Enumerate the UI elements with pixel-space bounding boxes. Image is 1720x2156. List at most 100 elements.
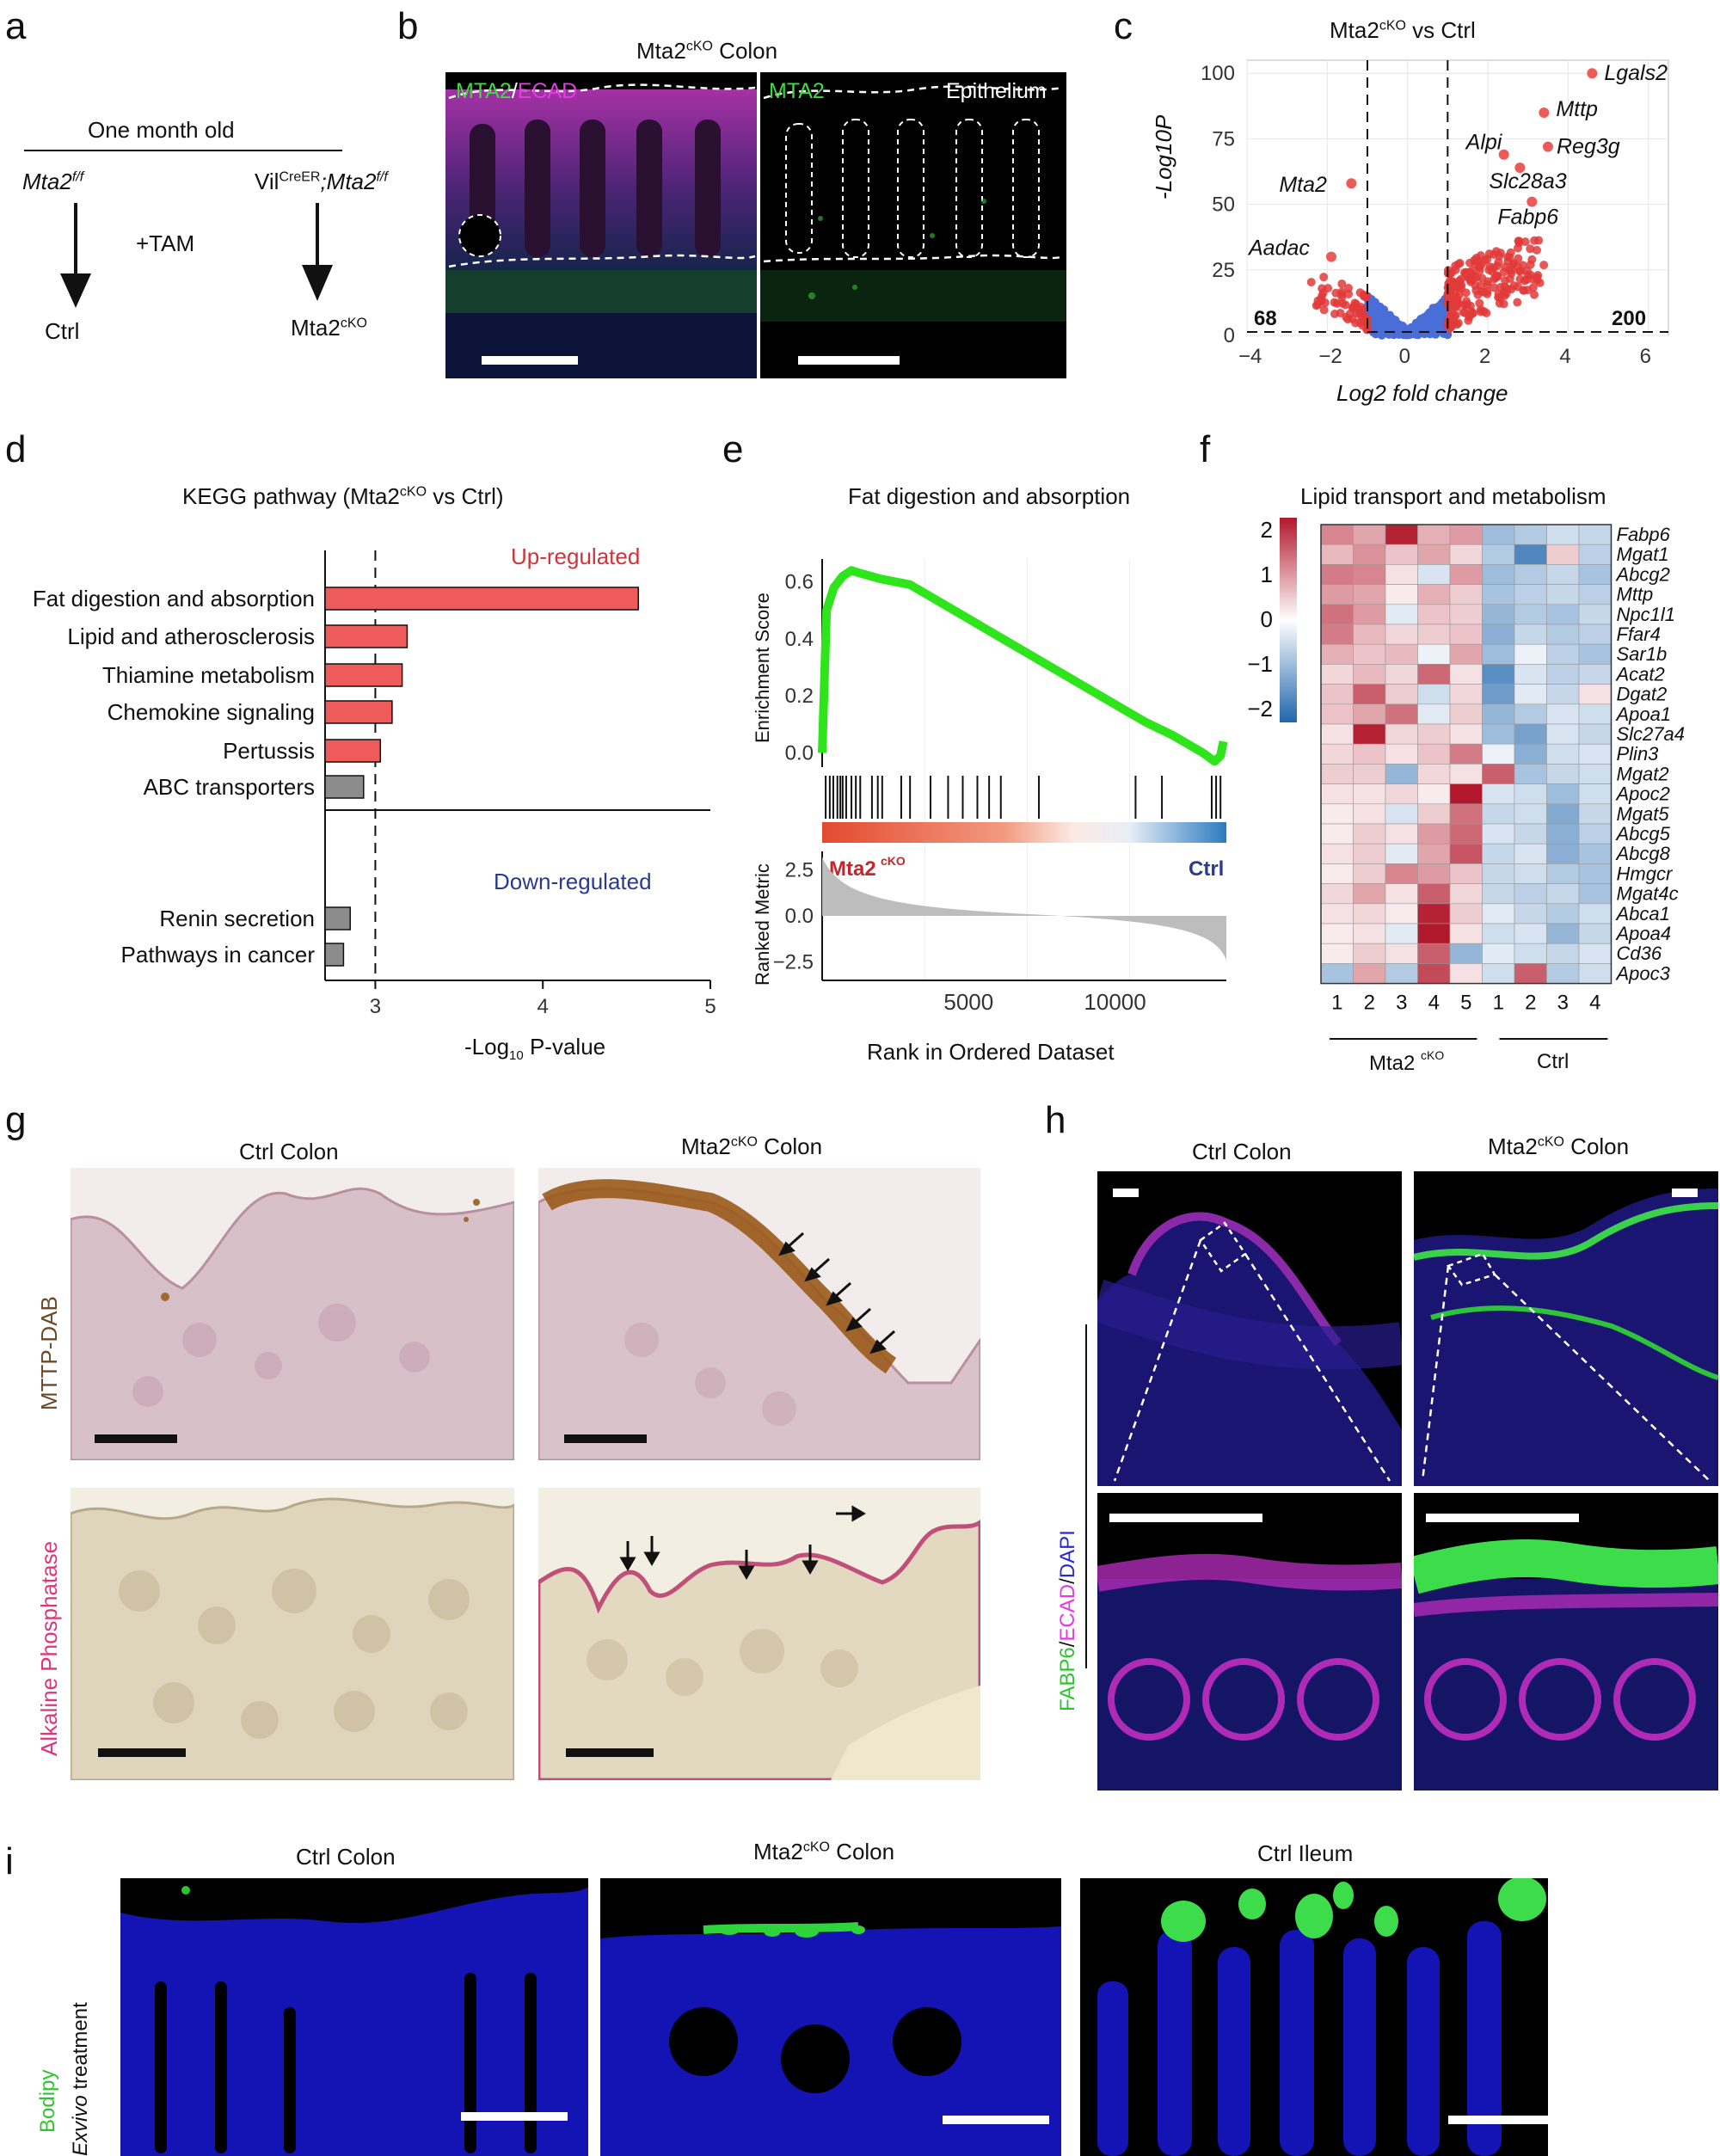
heatmap-border (1320, 524, 1612, 985)
kegg-bar (324, 663, 403, 687)
heatmap-cell (1417, 903, 1451, 924)
heatmap-cell (1514, 604, 1547, 625)
e-title: Fat digestion and absorption (848, 483, 1131, 509)
gsea-xtick: 5000 (943, 989, 993, 1015)
i-ctrl-ileum-image (1080, 1878, 1548, 2156)
heatmap-group-cko-sup: cKO (1421, 1048, 1444, 1062)
heatmap-cell (1578, 684, 1612, 705)
heatmap-gene-label: Ffar4 (1617, 623, 1661, 645)
heatmap-cell (1514, 803, 1547, 825)
volcano-point-sig (1453, 298, 1463, 308)
heatmap-cell (1320, 703, 1354, 725)
kegg-bar (324, 624, 408, 648)
i-side-label-2: Exvivo treatment (69, 2002, 92, 2156)
heatmap-cell (1546, 604, 1580, 625)
gsea-rank-colorbar (822, 822, 1226, 843)
volcano-point-ns (1385, 313, 1395, 322)
volcano-ytick: 75 (1212, 127, 1235, 150)
kegg-bar (324, 700, 393, 724)
volcano-point-sig (1306, 278, 1316, 287)
heatmap-cell (1417, 643, 1451, 665)
heatmap-cell (1449, 544, 1483, 565)
heatmap-cell (1578, 883, 1612, 905)
heatmap-cell (1417, 883, 1451, 905)
heatmap-cell (1353, 524, 1386, 545)
heatmap-cell (1353, 903, 1386, 924)
b-left-scalebar (482, 356, 578, 365)
heatmap-cell (1353, 883, 1386, 905)
heatmap-cell (1353, 643, 1386, 665)
volcano-point-sig (1496, 249, 1505, 258)
g-cko-mttp-scalebar (564, 1434, 647, 1443)
heatmap-cell (1417, 703, 1451, 725)
g-cko-mttp-image (538, 1168, 980, 1460)
heatmap-cell (1578, 764, 1612, 784)
heatmap-cell (1385, 703, 1418, 725)
heatmap-cell (1514, 723, 1547, 745)
heatmap-cell (1385, 803, 1418, 825)
h-ctrl-top-image (1097, 1171, 1402, 1486)
heatmap-cell (1482, 783, 1515, 805)
h-side-label: FABP6/ECAD/DAPI (1056, 1530, 1079, 1711)
heatmap-cell (1514, 783, 1547, 805)
heatmap-cell (1385, 783, 1418, 805)
heatmap-cell (1320, 584, 1354, 605)
heatmap-cell (1482, 743, 1515, 765)
kegg-bar (324, 943, 345, 967)
b-left-label: MTA2/ECAD (456, 79, 578, 103)
volcano-point-sig (1319, 305, 1329, 315)
heatmap-cell (1353, 764, 1386, 784)
volcano-down-count: 68 (1254, 307, 1277, 330)
heatmap-cell (1353, 843, 1386, 864)
heatmap-cell (1385, 544, 1418, 565)
heatmap-cell (1353, 743, 1386, 765)
volcano-point-sig (1337, 279, 1347, 289)
heatmap-cell (1449, 923, 1483, 944)
heatmap-gene-label: Hmgcr (1617, 863, 1674, 884)
heatmap-gene-label: Apoc3 (1615, 962, 1671, 984)
heatmap-col-label: 3 (1557, 992, 1569, 1015)
heatmap-gene-label: Mgat4c (1617, 883, 1679, 905)
heatmap-cell (1578, 943, 1612, 964)
heatmap-cell (1546, 664, 1580, 685)
gsea-ytick-top: 0.0 (785, 741, 814, 765)
volcano-xtick: 0 (1399, 345, 1410, 368)
heatmap-gene-label: Npc1l1 (1617, 604, 1675, 625)
h-cko-bottom-image (1414, 1493, 1718, 1791)
volcano-point-sig (1534, 236, 1544, 245)
heatmap-gene-label: Sar1b (1617, 643, 1668, 665)
a-treatment: +TAM (136, 230, 195, 256)
heatmap-cell (1417, 764, 1451, 784)
g-ctrl-alp-scalebar (98, 1748, 186, 1757)
a-divider (24, 150, 342, 151)
volcano-gene-label: Alpi (1465, 131, 1503, 155)
heatmap-cell (1546, 883, 1580, 905)
volcano-point-sig (1505, 274, 1514, 284)
volcano-point-sig (1465, 258, 1475, 267)
heatmap-cell (1320, 643, 1354, 665)
heatmap-gene-label: Abcg5 (1615, 823, 1671, 845)
heatmap-cell (1417, 544, 1451, 565)
heatmap-cell (1449, 743, 1483, 765)
i-ctrl-colon-image (120, 1878, 588, 2156)
volcano-point-sig (1324, 284, 1333, 293)
heatmap-cell (1578, 903, 1612, 924)
heatmap-cell (1417, 803, 1451, 825)
volcano-xtick: −4 (1238, 345, 1262, 368)
heatmap-cell (1546, 584, 1580, 605)
heatmap-cell (1353, 703, 1386, 725)
heatmap-cell (1546, 684, 1580, 705)
volcano-point-sig (1489, 249, 1498, 259)
heatmap-cell (1514, 743, 1547, 765)
heatmap-cell (1385, 903, 1418, 924)
volcano-point-sig (1480, 255, 1490, 265)
heatmap-cell (1417, 524, 1451, 545)
heatmap-cell (1417, 783, 1451, 805)
volcano-point-sig (1507, 285, 1516, 294)
heatmap-gene-label: Acat2 (1615, 663, 1665, 685)
heatmap-cell (1546, 863, 1580, 884)
heatmap-cell (1417, 943, 1451, 964)
heatmap-cell (1514, 684, 1547, 705)
heatmap-cell (1449, 604, 1483, 625)
b-right-label-green: MTA2 (769, 79, 825, 103)
